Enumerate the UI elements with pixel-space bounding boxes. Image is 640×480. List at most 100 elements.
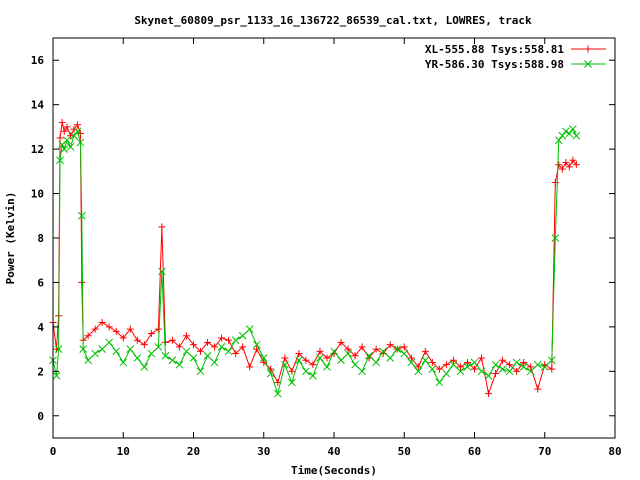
x-tick-label: 0 <box>50 445 57 458</box>
data-point <box>196 367 205 376</box>
legend-item: YR-586.30 Tsys:588.98 <box>425 58 606 71</box>
data-point <box>67 132 75 140</box>
data-point <box>379 347 388 356</box>
data-point <box>197 347 205 355</box>
x-tick-label: 80 <box>608 445 621 458</box>
data-point <box>126 325 134 333</box>
data-point <box>295 350 303 358</box>
x-tick-label: 10 <box>117 445 130 458</box>
data-point <box>210 358 219 367</box>
data-point <box>492 370 500 378</box>
data-point <box>505 367 514 376</box>
x-axis-label: Time(Seconds) <box>291 464 377 477</box>
data-point <box>569 156 577 164</box>
data-point <box>133 354 142 362</box>
data-point <box>435 365 443 373</box>
data-point <box>561 127 570 136</box>
data-point <box>533 360 542 369</box>
data-point <box>84 332 92 340</box>
data-point <box>252 340 261 349</box>
data-point <box>70 125 78 133</box>
x-tick-label: 40 <box>327 445 340 458</box>
data-point <box>565 129 574 138</box>
data-point <box>287 378 296 387</box>
data-point <box>246 363 254 371</box>
data-series <box>49 118 580 398</box>
data-point <box>91 325 99 333</box>
data-point <box>140 363 149 371</box>
y-tick-label: 12 <box>31 143 44 156</box>
data-point <box>112 327 120 335</box>
data-point <box>168 336 176 344</box>
data-point <box>238 331 247 340</box>
data-point <box>421 356 430 365</box>
x-tick-label: 20 <box>187 445 200 458</box>
data-point <box>344 345 352 353</box>
data-point <box>225 336 233 344</box>
plot-area <box>49 118 581 398</box>
data-point <box>204 338 212 346</box>
data-point <box>77 211 86 220</box>
data-point <box>60 127 68 135</box>
y-tick-label: 2 <box>37 365 44 378</box>
data-point <box>316 347 324 355</box>
data-point <box>572 131 581 140</box>
data-point <box>288 367 296 375</box>
data-point <box>231 336 240 345</box>
data-point <box>63 123 71 131</box>
data-point <box>302 356 310 364</box>
data-point <box>302 367 310 376</box>
x-tick-label: 70 <box>538 445 551 458</box>
data-point <box>182 332 190 340</box>
data-point <box>182 347 191 356</box>
data-point <box>133 336 141 344</box>
data-point <box>161 351 170 360</box>
data-point <box>506 361 514 369</box>
data-point <box>154 325 162 333</box>
x-tick-label: 50 <box>398 445 411 458</box>
data-point <box>309 361 317 369</box>
plot-frame <box>52 37 616 439</box>
data-point <box>351 352 359 360</box>
data-point <box>60 145 69 153</box>
data-point <box>498 365 507 373</box>
data-point <box>562 158 570 166</box>
data-point <box>84 356 92 365</box>
data-point <box>154 343 163 351</box>
y-tick-label: 16 <box>31 54 45 67</box>
data-point <box>442 361 450 369</box>
data-point <box>386 354 395 362</box>
legend: XL-555.88 Tsys:558.81 YR-586.30 Tsys:588.… <box>425 43 606 71</box>
data-point <box>484 371 493 380</box>
data-point <box>513 367 521 375</box>
data-point <box>168 356 177 365</box>
data-point <box>323 354 331 362</box>
data-point <box>147 349 156 358</box>
data-point <box>245 325 254 333</box>
data-point <box>428 358 436 366</box>
data-point <box>70 131 78 140</box>
data-point <box>478 354 486 362</box>
y-tick-label: 14 <box>31 99 45 112</box>
data-point <box>470 358 479 367</box>
y-tick-label: 6 <box>37 276 44 289</box>
data-point <box>540 363 549 371</box>
data-point <box>218 334 226 342</box>
data-point <box>491 360 500 369</box>
data-point <box>428 365 437 373</box>
data-point <box>119 358 128 367</box>
data-point <box>520 358 528 366</box>
data-point <box>158 267 166 276</box>
data-point <box>572 161 580 169</box>
data-point <box>140 341 148 349</box>
data-point <box>555 161 563 169</box>
data-point <box>512 358 521 367</box>
data-point <box>442 369 451 378</box>
data-point <box>281 354 289 362</box>
series-line <box>52 128 577 396</box>
data-point <box>158 223 166 231</box>
data-point <box>365 351 373 360</box>
data-point <box>74 121 82 129</box>
data-point <box>259 354 268 362</box>
y-tick-label: 0 <box>37 410 44 423</box>
